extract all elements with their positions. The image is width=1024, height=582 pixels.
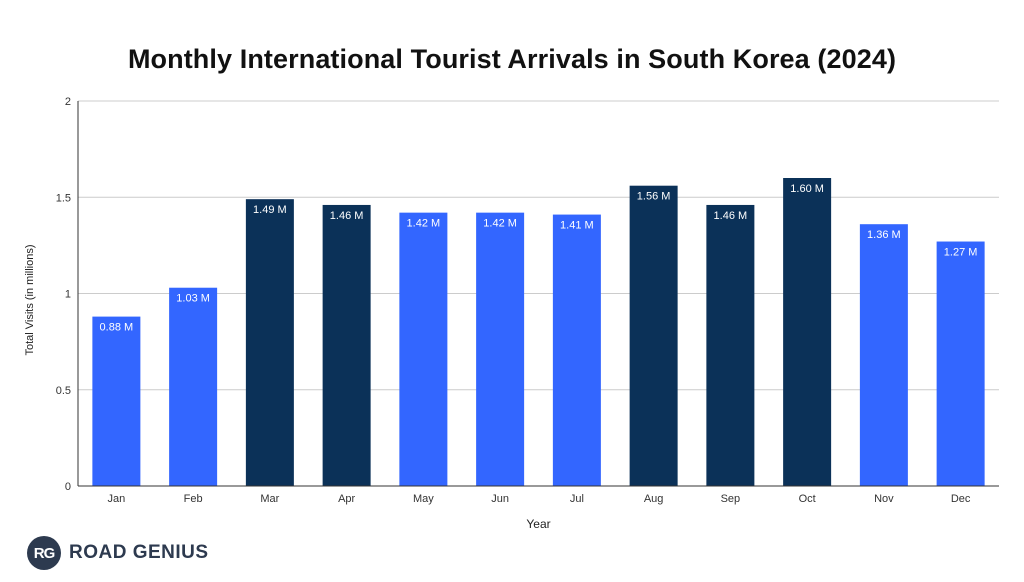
x-tick-label: Nov: [874, 493, 894, 505]
data-label: 1.36 M: [867, 229, 901, 241]
bar-jun: [476, 212, 525, 486]
data-label: 1.56 M: [637, 191, 671, 203]
data-label: 1.27 M: [944, 247, 978, 259]
x-tick-label: Aug: [644, 493, 664, 505]
y-tick-label: 0: [65, 481, 71, 493]
road-genius-logo: RG ROAD GENIUS: [27, 536, 209, 570]
data-label: 1.46 M: [714, 210, 748, 222]
bar-oct: [783, 178, 832, 486]
data-label: 0.88 M: [100, 322, 134, 334]
y-tick-label: 1.5: [56, 192, 71, 204]
bar-nov: [859, 224, 908, 486]
data-label: 1.49 M: [253, 204, 287, 216]
data-label: 1.60 M: [790, 183, 824, 195]
bar-jul: [552, 214, 601, 486]
brand-name: ROAD GENIUS: [69, 542, 209, 563]
data-label: 1.42 M: [407, 218, 441, 230]
data-label: 1.42 M: [483, 218, 517, 230]
chart-title: Monthly International Tourist Arrivals i…: [127, 44, 897, 74]
data-label: 1.03 M: [176, 293, 210, 305]
x-tick-label: Sep: [721, 493, 741, 505]
x-tick-label: Feb: [184, 493, 203, 505]
bar-dec: [936, 241, 985, 486]
bar-feb: [169, 287, 218, 486]
x-tick-label: Jan: [108, 493, 126, 505]
data-label: 1.46 M: [330, 210, 364, 222]
bar-aug: [629, 185, 678, 486]
x-tick-label: Dec: [951, 493, 971, 505]
x-tick-label: May: [413, 493, 434, 505]
bar-apr: [322, 204, 371, 486]
x-tick-label: Jul: [570, 493, 584, 505]
bar-jan: [92, 316, 141, 486]
rg-badge-icon: RG: [27, 536, 61, 570]
x-axis-title: Year: [526, 517, 551, 531]
x-tick-label: Oct: [799, 493, 816, 505]
bar-may: [399, 212, 448, 486]
y-tick-label: 1: [65, 289, 71, 301]
y-tick-label: 0.5: [56, 385, 71, 397]
x-tick-label: Jun: [491, 493, 509, 505]
y-tick-label: 2: [65, 96, 71, 108]
x-tick-label: Mar: [260, 493, 279, 505]
bar-sep: [706, 204, 755, 486]
bar-mar: [245, 199, 294, 487]
x-tick-label: Apr: [338, 493, 355, 505]
data-label: 1.41 M: [560, 220, 594, 232]
